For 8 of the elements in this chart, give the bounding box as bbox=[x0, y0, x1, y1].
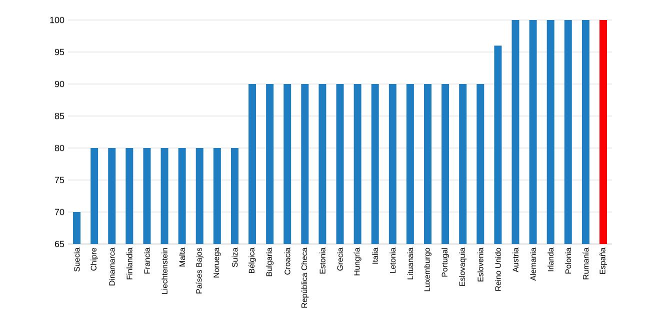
y-tick-label: 90 bbox=[54, 80, 64, 88]
y-tick-label: 70 bbox=[54, 208, 64, 216]
y-tick-label: 75 bbox=[54, 176, 64, 184]
y-tick-label: 95 bbox=[54, 48, 64, 56]
y-tick-label: 85 bbox=[54, 112, 64, 120]
y-tick-label: 65 bbox=[54, 240, 64, 248]
y-tick-label: 80 bbox=[54, 144, 64, 152]
y-tick-label: 100 bbox=[50, 16, 64, 24]
